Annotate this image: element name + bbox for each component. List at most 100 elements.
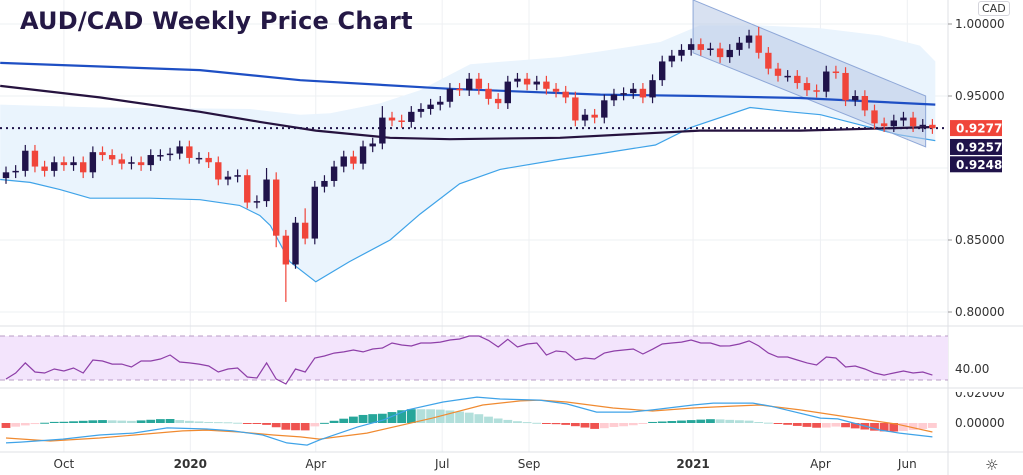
candle-body bbox=[755, 35, 762, 53]
candle-body bbox=[697, 44, 704, 50]
candle bbox=[12, 165, 19, 179]
candle-body bbox=[379, 117, 386, 144]
gear-icon[interactable]: ☼ bbox=[985, 456, 999, 474]
candle bbox=[369, 137, 376, 153]
candle-body bbox=[41, 166, 48, 171]
macd-histogram-bar bbox=[763, 422, 773, 424]
macd-histogram-bar bbox=[88, 420, 98, 423]
candle bbox=[234, 169, 241, 183]
candle-body bbox=[514, 78, 521, 82]
price-badge-background bbox=[950, 156, 1002, 173]
candle bbox=[601, 94, 608, 124]
macd-histogram-bar bbox=[889, 423, 899, 432]
candle bbox=[620, 87, 627, 101]
candle-body bbox=[533, 81, 540, 85]
macd-histogram-bar bbox=[792, 423, 802, 426]
candle-body bbox=[311, 186, 318, 239]
candle bbox=[2, 166, 10, 184]
macd-histogram-bar bbox=[638, 423, 648, 424]
macd-histogram-bar bbox=[310, 423, 320, 427]
candle bbox=[813, 84, 820, 98]
moving-average-mid bbox=[0, 84, 936, 141]
price-axis-label: 1.00000 bbox=[955, 17, 1005, 31]
candle bbox=[292, 216, 299, 269]
candle-body bbox=[504, 81, 511, 104]
price-axis-label: 0.85000 bbox=[955, 233, 1005, 247]
candle-body bbox=[485, 88, 492, 99]
macd-histogram-bar bbox=[609, 423, 619, 427]
candle-body bbox=[659, 61, 666, 81]
candle-body bbox=[591, 114, 598, 118]
price-axis-label: 0.80000 bbox=[955, 305, 1005, 319]
candle bbox=[562, 85, 569, 104]
candle bbox=[572, 91, 579, 127]
macd-histogram-bar bbox=[387, 412, 397, 423]
candle bbox=[224, 170, 232, 186]
candle-body bbox=[726, 49, 733, 58]
candle bbox=[51, 156, 58, 177]
macd-histogram-bar bbox=[194, 421, 204, 423]
candle-body bbox=[427, 104, 434, 109]
macd-histogram-bar bbox=[677, 420, 686, 423]
candle-body bbox=[253, 201, 261, 203]
macd-histogram-bar bbox=[165, 419, 175, 423]
candle-body bbox=[12, 170, 19, 173]
candle-body bbox=[408, 111, 415, 122]
macd-histogram-bar bbox=[397, 410, 407, 423]
currency-label[interactable]: CAD bbox=[978, 1, 1010, 16]
candle bbox=[794, 70, 801, 89]
candle-body bbox=[581, 114, 589, 121]
macd-histogram-bar bbox=[542, 423, 551, 424]
candle-body bbox=[80, 162, 87, 173]
candle bbox=[244, 169, 251, 209]
macd-histogram-bar bbox=[329, 420, 339, 423]
macd-histogram-bar bbox=[841, 423, 850, 428]
candle-body bbox=[871, 110, 878, 124]
macd-histogram-bar bbox=[783, 423, 793, 425]
candle-body bbox=[51, 162, 58, 171]
candle-body bbox=[601, 100, 608, 118]
candle-body bbox=[22, 150, 29, 171]
macd-histogram-bar bbox=[706, 419, 715, 423]
candle-body bbox=[456, 88, 463, 91]
candle bbox=[108, 149, 116, 166]
candle bbox=[726, 44, 733, 63]
candle-body bbox=[823, 71, 830, 92]
candle bbox=[514, 72, 521, 88]
macd-histogram-bar bbox=[850, 423, 860, 429]
price-badge-background bbox=[950, 138, 1002, 155]
candle bbox=[359, 140, 367, 170]
candle bbox=[301, 208, 309, 245]
candle-body bbox=[273, 179, 280, 236]
macd-histogram-bar bbox=[175, 420, 185, 423]
bollinger-lower-band bbox=[0, 106, 936, 283]
candle bbox=[543, 75, 550, 95]
chart-title: AUD/CAD Weekly Price Chart bbox=[20, 7, 413, 35]
candle-body bbox=[678, 49, 685, 56]
candle bbox=[697, 38, 704, 56]
candle-body bbox=[803, 83, 811, 91]
candle bbox=[678, 44, 685, 62]
macd-histogram-bar bbox=[908, 423, 918, 430]
candle-body bbox=[301, 222, 309, 239]
candle-body bbox=[60, 162, 68, 166]
macd-axis-label: 0.00000 bbox=[955, 416, 1005, 430]
macd-histogram-bar bbox=[78, 420, 88, 423]
candle-body bbox=[909, 117, 917, 127]
candle bbox=[765, 47, 772, 75]
macd-histogram-bar bbox=[715, 419, 725, 423]
time-axis-label: Jul bbox=[434, 457, 449, 471]
candle-body bbox=[388, 117, 396, 121]
candle-body bbox=[369, 143, 376, 147]
candle-body bbox=[437, 101, 444, 105]
candle-body bbox=[784, 75, 791, 78]
macd-histogram-bar bbox=[262, 423, 271, 425]
candle bbox=[437, 96, 444, 111]
candle bbox=[755, 26, 762, 59]
candle bbox=[282, 229, 290, 302]
macd-histogram-bar bbox=[493, 418, 503, 423]
rsi-band-background bbox=[0, 336, 948, 380]
candle-body bbox=[118, 159, 125, 164]
candle-body bbox=[234, 175, 241, 177]
